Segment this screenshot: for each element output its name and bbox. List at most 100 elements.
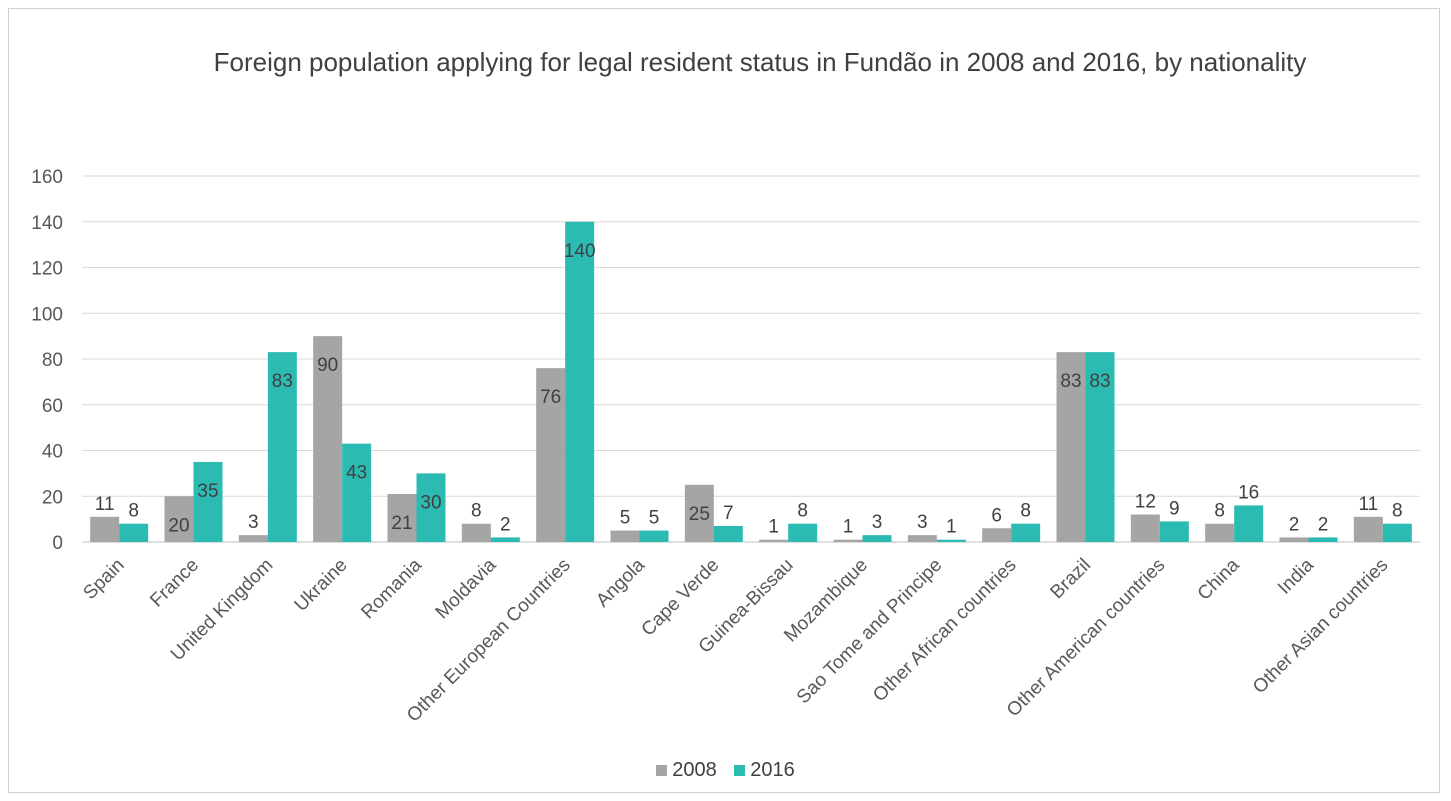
bar-2008-angola — [610, 530, 640, 542]
data-label: 5 — [649, 508, 660, 529]
y-tick-label: 120 — [31, 259, 63, 280]
bar-2008-other-asian-countries — [1353, 516, 1383, 542]
data-label: 12 — [1135, 492, 1156, 513]
x-tick-label: India — [1274, 554, 1318, 598]
legend-label-2016: 2016 — [750, 759, 795, 781]
bar-2016-angola — [639, 530, 669, 542]
x-tick-label: Angola — [592, 554, 649, 611]
data-label: 21 — [391, 513, 412, 534]
data-label: 3 — [917, 512, 928, 533]
data-label: 90 — [317, 355, 338, 376]
data-label: 2 — [1289, 514, 1300, 535]
x-tick-label: Moldavia — [432, 554, 501, 623]
data-label: 2 — [1318, 514, 1329, 535]
bar-2016-other-american-countries — [1159, 521, 1189, 542]
bar-2008-brazil — [1056, 352, 1086, 542]
bar-2008-india — [1279, 537, 1309, 542]
bar-2016-ukraine — [342, 443, 372, 542]
legend-item-2016: 2016 — [734, 759, 795, 782]
data-label: 140 — [564, 241, 596, 262]
data-label: 8 — [1020, 501, 1031, 522]
bar-2016-cape-verde — [713, 525, 743, 542]
y-tick-label: 20 — [42, 487, 63, 508]
y-tick-label: 40 — [42, 442, 63, 463]
data-label: 8 — [128, 501, 139, 522]
data-label: 20 — [168, 515, 189, 536]
y-tick-label: 100 — [31, 304, 63, 325]
data-label: 25 — [689, 504, 710, 525]
data-label: 30 — [420, 492, 441, 513]
x-tick-label: Ukraine — [291, 555, 352, 616]
x-tick-label: Spain — [79, 555, 128, 604]
bar-2008-other-european-countries — [536, 368, 566, 542]
bar-2008-spain — [90, 516, 120, 542]
data-label: 1 — [946, 517, 957, 538]
bar-2016-sao-tome-and-principe — [936, 539, 966, 542]
bar-2016-moldavia — [490, 537, 520, 542]
bar-2016-france — [193, 461, 223, 542]
y-tick-label: 140 — [31, 213, 63, 234]
bar-2016-other-asian-countries — [1382, 523, 1412, 542]
bar-2016-brazil — [1085, 352, 1115, 542]
bar-2008-moldavia — [461, 523, 491, 542]
data-label: 83 — [1089, 371, 1110, 392]
bar-2016-mozambique — [862, 535, 892, 542]
data-label: 1 — [768, 517, 779, 538]
data-label: 8 — [1392, 501, 1403, 522]
x-tick-label: France — [146, 555, 203, 612]
bar-2008-cape-verde — [684, 484, 714, 542]
chart-title: Foreign population applying for legal re… — [213, 47, 1307, 77]
bar-2016-other-european-countries — [565, 221, 595, 542]
x-tick-label: China — [1194, 554, 1244, 604]
data-label: 7 — [723, 503, 734, 524]
legend-swatch-2016 — [734, 765, 746, 776]
data-label: 43 — [346, 463, 367, 484]
legend: 2008 2016 — [0, 759, 1451, 782]
data-label: 2 — [500, 514, 511, 535]
bar-2008-china — [1205, 523, 1235, 542]
x-tick-label: Sao Tome and Principe — [793, 555, 947, 709]
bar-2016-guinea-bissau — [788, 523, 818, 542]
x-tick-label: Other African countries — [869, 555, 1021, 707]
bar-2008-ukraine — [313, 336, 343, 542]
data-label: 3 — [872, 512, 883, 533]
bar-2008-other-african-countries — [982, 528, 1012, 542]
data-label: 76 — [540, 387, 561, 408]
y-tick-label: 0 — [52, 533, 63, 554]
bar-2016-china — [1234, 505, 1264, 542]
x-tick-label: Other Asian countries — [1249, 555, 1392, 698]
bar-2008-guinea-bissau — [759, 539, 789, 542]
data-label: 11 — [1358, 494, 1378, 515]
bar-2008-united-kingdom — [238, 535, 268, 542]
x-tick-label: Other American countries — [1003, 555, 1169, 721]
data-label: 83 — [272, 371, 293, 392]
data-label: 11 — [95, 494, 115, 515]
bar-2016-india — [1308, 537, 1338, 542]
data-label: 1 — [843, 517, 854, 538]
legend-label-2008: 2008 — [672, 759, 717, 781]
bar-2008-sao-tome-and-principe — [907, 535, 937, 542]
bar-2008-mozambique — [833, 539, 863, 542]
bar-2008-france — [164, 496, 194, 542]
x-tick-label: Brazil — [1047, 555, 1095, 603]
data-label: 9 — [1169, 498, 1180, 519]
data-label: 8 — [797, 501, 808, 522]
bar-2016-other-african-countries — [1011, 523, 1041, 542]
data-label: 3 — [248, 512, 259, 533]
bar-2016-spain — [119, 523, 149, 542]
y-tick-label: 80 — [42, 350, 63, 371]
data-label: 16 — [1238, 482, 1259, 503]
legend-item-2008: 2008 — [656, 759, 717, 782]
y-tick-label: 160 — [31, 167, 63, 188]
data-label: 35 — [197, 481, 218, 502]
y-tick-label: 60 — [42, 396, 63, 417]
data-label: 5 — [620, 508, 631, 529]
bar-2016-romania — [416, 473, 446, 542]
data-label: 83 — [1060, 371, 1081, 392]
bar-2008-romania — [387, 493, 417, 542]
data-label: 6 — [991, 505, 1002, 526]
chart-frame — [8, 8, 1440, 793]
data-label: 8 — [1214, 501, 1225, 522]
x-tick-label: Romania — [357, 554, 426, 623]
